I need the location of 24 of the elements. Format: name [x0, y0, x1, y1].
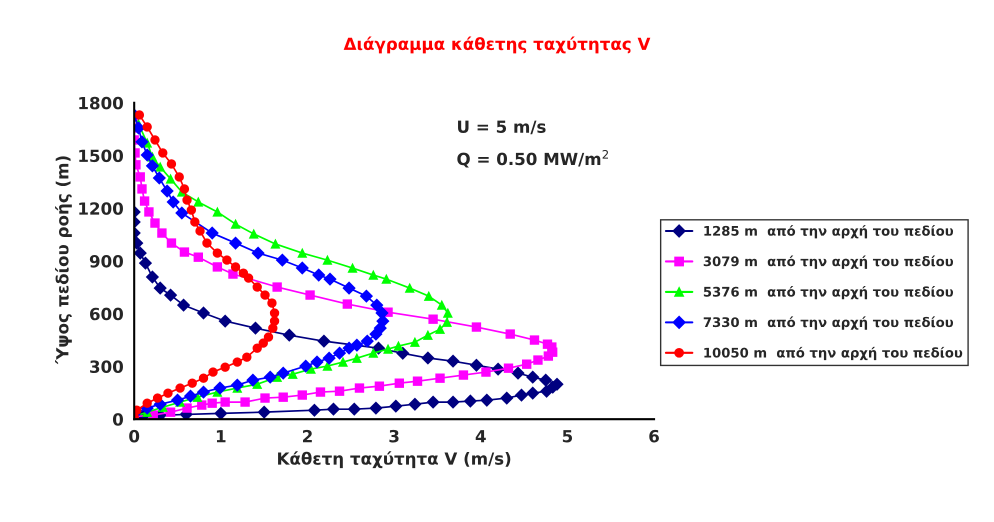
legend-label: 10050 m από την αρχή του πεδίου	[704, 346, 962, 360]
y-axis-title: ΄Υψος πεδίου ροής (m)	[55, 156, 72, 364]
annotation: Q = 0.50 MW/m$^{2}$	[457, 150, 608, 168]
x-axis-title: Κάθετη ταχύτητα V (m/s)	[278, 451, 510, 468]
legend-label: 3079 m από την αρχή του πεδίου	[704, 256, 954, 269]
y-tick-label: 1800	[79, 96, 123, 110]
x-tick-label: 2	[302, 430, 312, 442]
y-tick-label: 1500	[79, 150, 123, 162]
x-tick-label: 1	[216, 430, 226, 442]
y-tick-label: 600	[90, 308, 123, 320]
legend-label: 1285 m από την αρχή του πεδίου	[704, 225, 954, 238]
chart-title: Διάγραμμα κάθετης ταχύτητας V	[344, 36, 650, 54]
x-tick-label: 5	[562, 430, 572, 442]
x-tick-label: 3	[389, 430, 399, 442]
x-tick-label: 4	[476, 430, 486, 442]
y-tick-label: 300	[90, 360, 123, 374]
legend-label: 5376 m από την αρχή του πεδίου	[704, 286, 954, 300]
y-tick-label: 900	[90, 254, 123, 268]
x-tick-label: 0	[129, 430, 140, 442]
y-tick-label: 0	[112, 413, 123, 426]
annotation: U = 5 m/s	[458, 120, 546, 134]
legend-label: 7330 m από την αρχή του πεδίου	[704, 316, 954, 330]
x-tick-label: 6	[649, 430, 659, 442]
y-tick-label: 1200	[79, 202, 123, 215]
